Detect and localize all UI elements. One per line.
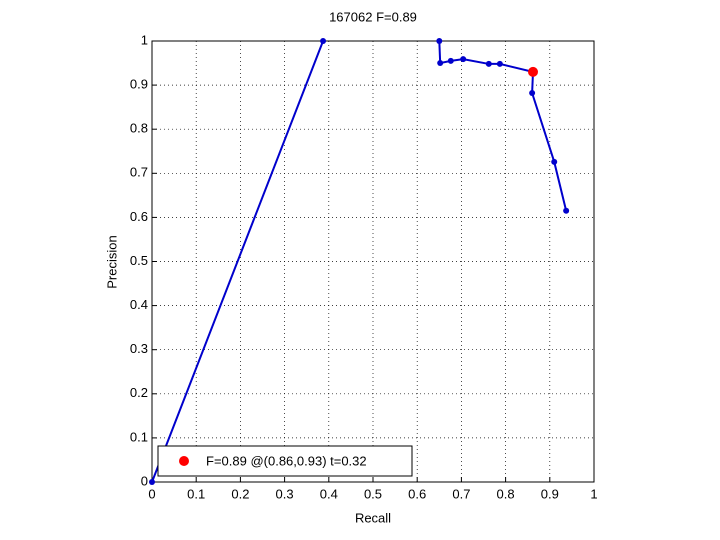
y-axis-label: Precision [104,235,119,288]
best-point [528,66,539,77]
y-tick-label: 0.9 [130,77,148,92]
y-tick-label: 0.6 [130,209,148,224]
y-tick-label: 0.8 [130,121,148,136]
point [551,158,558,165]
x-tick-label: 0.1 [187,486,205,501]
pr-curve [151,40,324,483]
point [436,38,443,44]
plot-frame [151,40,595,483]
point [149,479,155,485]
y-tick-label: 0.5 [130,253,148,268]
x-tick-label: 0.3 [276,486,294,501]
point [496,60,503,67]
x-tick-label: 0.4 [320,486,338,501]
x-axis-label: Recall [355,510,391,525]
y-tick-label: 0.7 [130,165,148,180]
x-tick-label: 1 [590,486,597,501]
x-tick-label: 0 [148,486,155,501]
point [485,60,492,67]
legend-label: F=0.89 @(0.86,0.93) t=0.32 [206,453,367,468]
legend-marker [179,456,189,466]
point [529,90,536,97]
point [447,57,454,64]
y-tick-label: 0.1 [130,429,148,444]
x-tick-label: 0.5 [364,486,382,501]
y-tick-label: 1 [141,32,148,47]
chart-title: 167062 F=0.89 [329,9,417,24]
legend-box [157,445,413,477]
pr-curve [438,40,568,212]
point [320,38,327,44]
x-tick-label: 0.9 [541,486,559,501]
x-tick-label: 0.2 [231,486,249,501]
x-tick-label: 0.7 [452,486,470,501]
y-tick-label: 0.3 [130,341,148,356]
point [563,207,570,214]
y-tick-label: 0.2 [130,385,148,400]
y-tick-label: 0.4 [130,297,148,312]
x-tick-label: 0.6 [408,486,426,501]
x-tick-label: 0.8 [497,486,515,501]
y-tick-label: 0 [141,473,148,488]
point [437,60,444,67]
point [460,56,467,63]
